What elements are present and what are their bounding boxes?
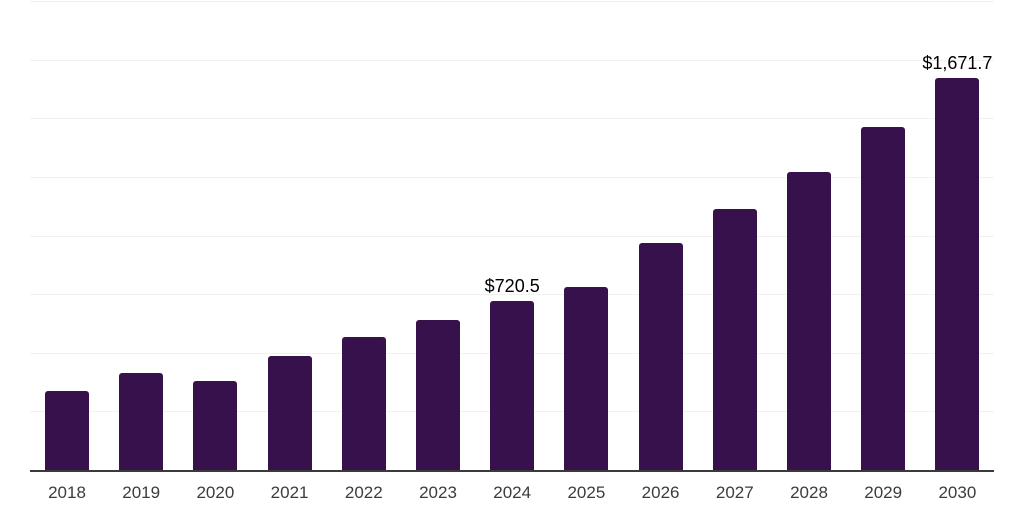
x-tick-label-2028: 2028 (790, 483, 828, 502)
bar-2027 (713, 209, 757, 470)
bar-2019 (119, 373, 163, 470)
bar-2026 (639, 243, 683, 470)
bar-2022 (342, 337, 386, 470)
bar-2024 (490, 301, 534, 470)
x-axis-line (30, 470, 994, 472)
x-tick-label-2029: 2029 (864, 483, 903, 502)
bar-2018 (45, 391, 89, 470)
bar-2023 (416, 320, 460, 470)
gridline-750 (30, 294, 994, 295)
x-tick-label-2022: 2022 (344, 483, 383, 502)
gridline-1500 (30, 118, 994, 119)
bar-2028 (787, 172, 831, 470)
x-tick-label-2025: 2025 (567, 483, 606, 502)
value-label-2024: $720.5 (484, 276, 540, 296)
gridline-1000 (30, 236, 994, 237)
x-tick-label-2023: 2023 (419, 483, 457, 502)
bar-2030 (935, 78, 979, 470)
bar-2020 (193, 381, 237, 470)
gridline-1250 (30, 177, 994, 178)
x-tick-label-2020: 2020 (196, 483, 235, 502)
x-tick-label-2018: 2018 (48, 483, 86, 502)
x-tick-label-2021: 2021 (270, 483, 309, 502)
x-tick-label-2024: 2024 (493, 483, 532, 502)
x-tick-label-2026: 2026 (641, 483, 680, 502)
bar-2021 (268, 356, 312, 470)
plot-area: $720.5 $1,671.7 (30, 1, 994, 472)
x-tick-label-2027: 2027 (715, 483, 754, 502)
x-tick-label-2030: 2030 (938, 483, 977, 502)
gridline-2000 (30, 1, 994, 2)
gridline-1750 (30, 60, 994, 61)
x-tick-label-2019: 2019 (122, 483, 161, 502)
bar-2025 (564, 287, 608, 470)
bar-2029 (861, 127, 905, 470)
value-label-2030: $1,671.7 (922, 53, 993, 73)
x-axis-labels: 2018 2019 2020 2021 2022 2023 2024 2025 2026 2027… (30, 484, 994, 506)
